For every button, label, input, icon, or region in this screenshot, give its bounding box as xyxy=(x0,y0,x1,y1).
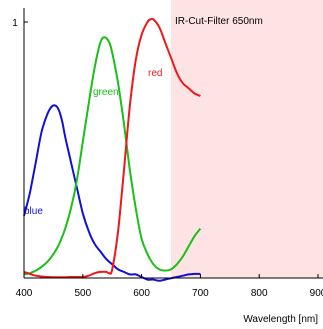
labels-layer: blue green red IR-Cut-Filter 650nm Wavel… xyxy=(24,16,318,325)
x-tick-label-500: 500 xyxy=(74,288,91,299)
annotation-ir-cut-filter: IR-Cut-Filter 650nm xyxy=(175,16,263,27)
y-tick-label-1: 1 xyxy=(12,18,18,29)
x-tick-label-700: 700 xyxy=(192,288,209,299)
ticks-layer: 400 500 600 700 800 900 1 xyxy=(12,18,323,299)
annotation-green: green xyxy=(93,87,119,98)
ir-cut-region xyxy=(171,0,323,278)
series-line-red xyxy=(23,17,201,279)
x-tick-label-900: 900 xyxy=(310,288,323,299)
series-layer xyxy=(23,17,202,282)
annotation-blue: blue xyxy=(24,206,43,217)
x-tick-label-400: 400 xyxy=(16,288,33,299)
series-line-green xyxy=(23,36,202,276)
series-line-blue xyxy=(23,104,201,282)
x-tick-label-600: 600 xyxy=(133,288,150,299)
x-tick-label-800: 800 xyxy=(251,288,268,299)
x-axis-label: Wavelength [nm] xyxy=(243,314,318,325)
annotation-red: red xyxy=(148,68,162,79)
